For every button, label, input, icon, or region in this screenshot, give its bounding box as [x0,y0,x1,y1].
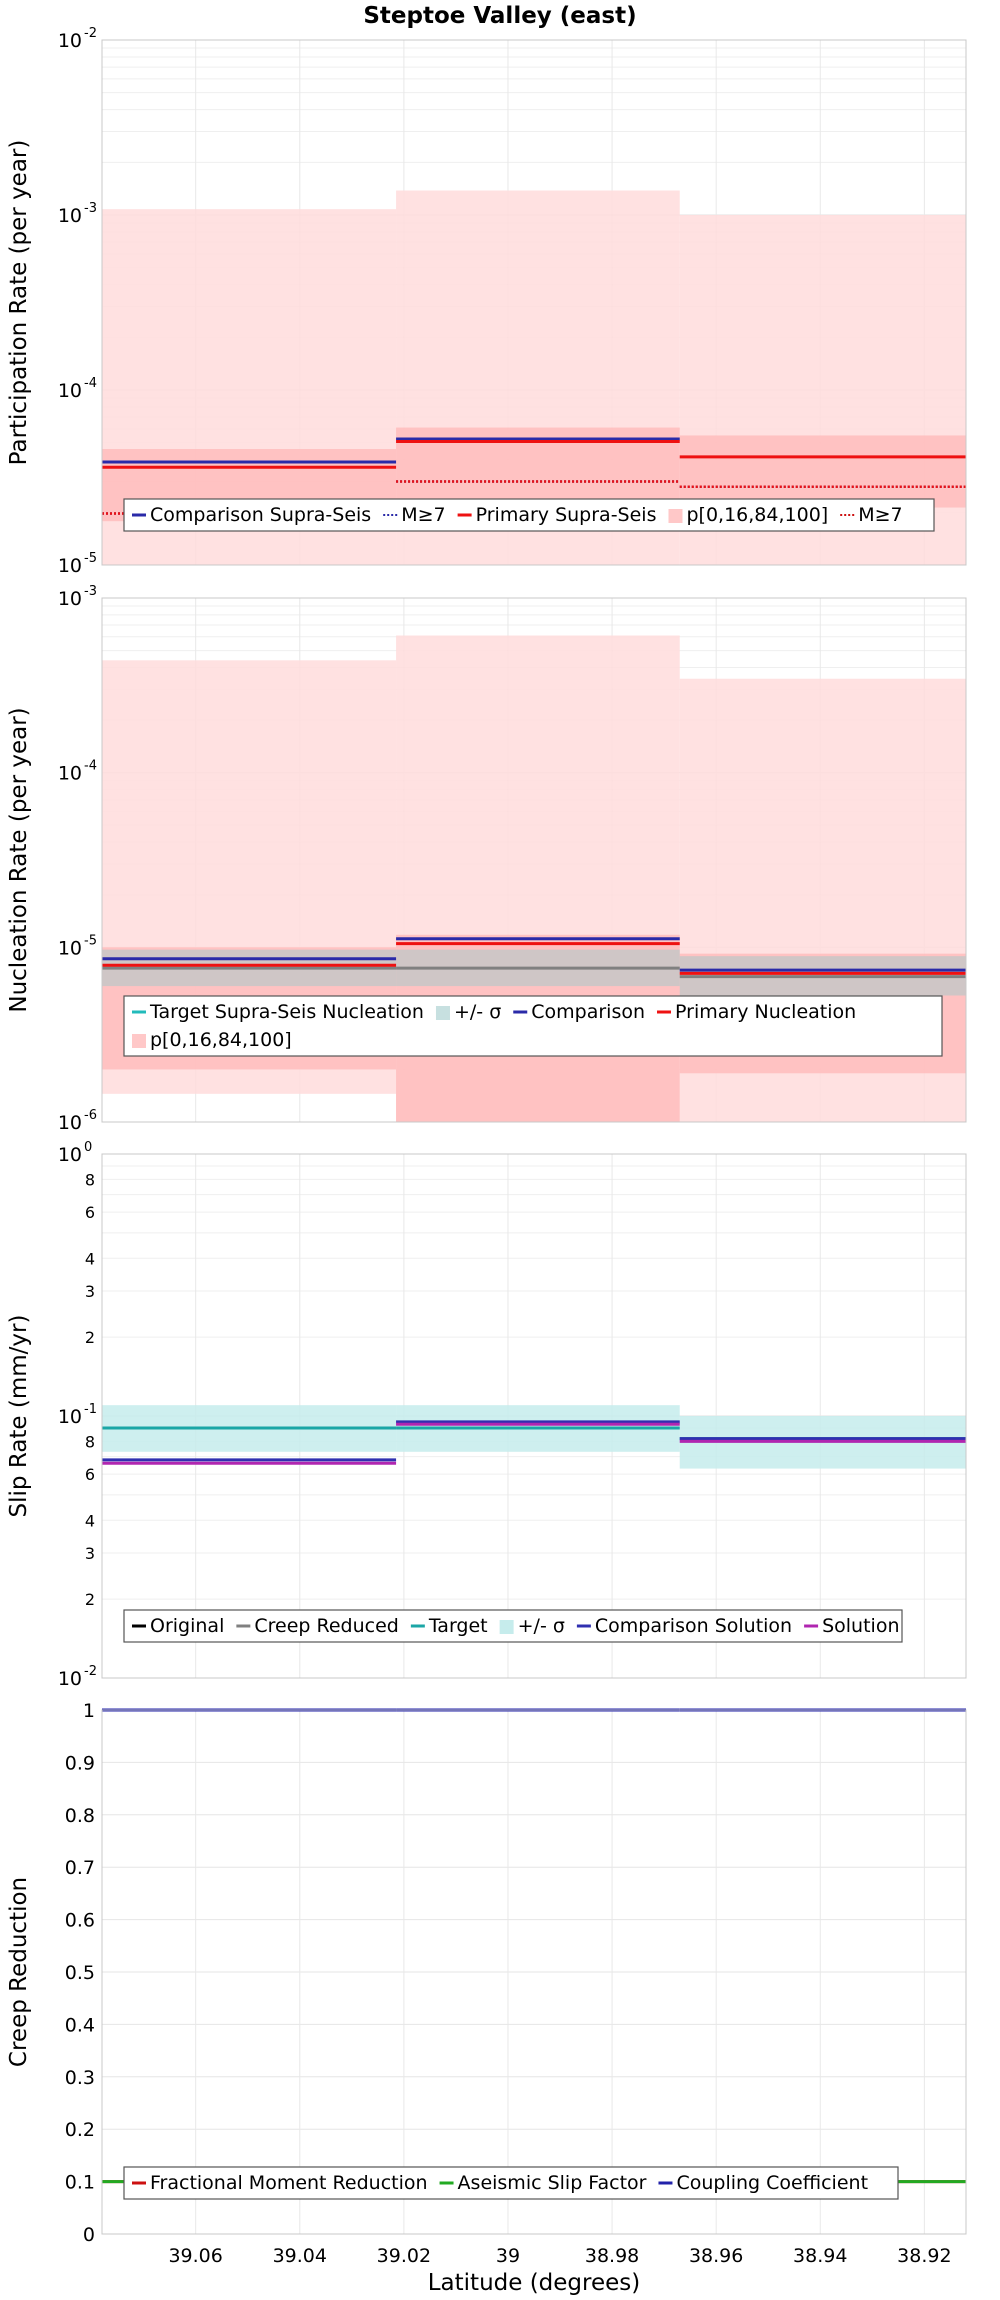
legend-label: Comparison [531,1001,645,1023]
legend-swatch [435,1006,450,1020]
y-tick-label: 0.6 [65,1910,95,1932]
y-tick-exponent: -5 [84,933,97,948]
legend-label: Creep Reduced [254,1615,398,1637]
y-tick-exponent: -4 [84,759,97,774]
y-tick-label: 0.1 [65,2172,95,2194]
x-axis-label: Latitude (degrees) [428,2270,641,2296]
y-tick-exponent: -5 [84,551,97,566]
y-minor-tick-label: 6 [85,1203,95,1222]
legend-label: Comparison Supra-Seis [150,504,371,526]
legend: Fractional Moment Reduction Aseismic Slip… [123,2166,899,2200]
y-tick-label: 0.8 [65,1805,95,1827]
y-tick-label: 10 [58,380,82,402]
y-tick-label: 10 [58,1112,82,1134]
y-tick-label: 10 [58,588,82,610]
legend-label: Original [150,1615,224,1637]
legend-label: p[0,16,84,100] [686,504,828,526]
y-axis-label: Slip Rate (mm/yr) [6,1315,32,1518]
legend-box [123,995,943,1057]
legend-box [123,498,935,532]
legend-label: +/- σ [518,1615,565,1637]
y-tick-label: 10 [58,1144,82,1166]
legend-swatch [499,1620,514,1634]
legend-label: Fractional Moment Reduction [150,2172,428,2194]
legend-label: Primary Nucleation [675,1001,856,1023]
plot-frame [101,39,967,566]
legend-swatch [132,1034,146,1048]
legend-label: Coupling Coefficient [676,2172,868,2194]
x-tick-label: 38.98 [585,2245,639,2267]
y-tick-exponent: -2 [84,26,97,41]
legend-label: M≥7 [401,504,445,526]
y-minor-tick-label: 4 [85,1249,95,1268]
legend-label: +/- σ [454,1001,501,1023]
y-tick-label: 10 [58,1406,82,1428]
y-tick-label: 10 [58,763,82,785]
y-minor-tick-label: 3 [85,1544,95,1563]
y-tick-label: 10 [58,205,82,227]
y-minor-tick-label: 2 [85,1590,95,1609]
y-tick-label: 10 [58,1668,82,1690]
legend: Original Creep Reduced Target +/- σ Comparis… [123,1609,903,1643]
y-minor-tick-label: 8 [85,1432,95,1451]
legend: Comparison Supra-Seis M≥7 Primary Supra-Se… [123,498,935,532]
y-axis-label: Creep Reduction [6,1877,32,2067]
plot-frame [101,597,967,1123]
y-tick-label: 0.5 [65,1962,95,1984]
x-tick-label: 38.96 [689,2245,743,2267]
y-tick-exponent: -6 [84,1108,97,1123]
y-minor-tick-label: 8 [85,1170,95,1189]
legend-label: Comparison Solution [595,1615,792,1637]
y-tick-label: 0 [83,2224,95,2246]
panel-4: 0 0.1 0.2 0.3 0.4 0.5 0.6 0.7 0.8 0.9 1 Creep Reduc… [6,1700,967,2246]
y-tick-label: 0.4 [65,2014,95,2036]
x-tick-label: 38.92 [897,2245,951,2267]
y-minor-tick-label: 4 [85,1511,95,1530]
y-tick-label: 10 [58,555,82,577]
y-tick-label: 10 [58,30,82,52]
x-tick-label: 39.06 [168,2245,222,2267]
legend-label: Primary Supra-Seis [476,504,657,526]
y-tick-label: 0.9 [65,1752,95,1774]
y-minor-tick-label: 3 [85,1282,95,1301]
x-tick-label: 39 [496,2245,520,2267]
y-minor-tick-label: 6 [85,1465,95,1484]
legend-box [123,2166,899,2200]
legend-label: p[0,16,84,100] [150,1029,292,1051]
y-axis-label: Nucleation Rate (per year) [6,707,32,1012]
legend-label: Target [428,1615,488,1637]
y-tick-exponent: 0 [84,1140,92,1155]
y-tick-exponent: -3 [84,201,97,216]
legend-label: Target Supra-Seis Nucleation [149,1001,424,1023]
x-tick-label: 38.94 [793,2245,847,2267]
legend-label: Solution [822,1615,899,1637]
y-minor-tick-label: 2 [85,1328,95,1347]
y-tick-label: 0.3 [65,2067,95,2089]
legend-label: M≥7 [858,504,902,526]
y-tick-label: 0.7 [65,1857,95,1879]
legend-swatch [668,509,683,523]
y-tick-exponent: -4 [84,376,97,391]
plot-frame [101,1153,967,1679]
legend-label: Aseismic Slip Factor [458,2172,647,2194]
legend: Target Supra-Seis Nucleation +/- σ Compari… [123,995,943,1057]
plot-frame [101,1709,967,2235]
chart-title: Steptoe Valley (east) [363,3,636,29]
y-tick-exponent: -3 [84,584,97,599]
y-tick-label: 10 [58,937,82,959]
y-tick-exponent: -2 [84,1664,97,1679]
x-tick-label: 39.04 [273,2245,327,2267]
band-segment [679,435,966,508]
y-tick-label: 0.2 [65,2119,95,2141]
y-tick-exponent: -1 [84,1402,97,1417]
x-tick-label: 39.02 [377,2245,431,2267]
y-axis-label: Participation Rate (per year) [6,140,32,466]
y-tick-label: 1 [83,1700,95,1722]
